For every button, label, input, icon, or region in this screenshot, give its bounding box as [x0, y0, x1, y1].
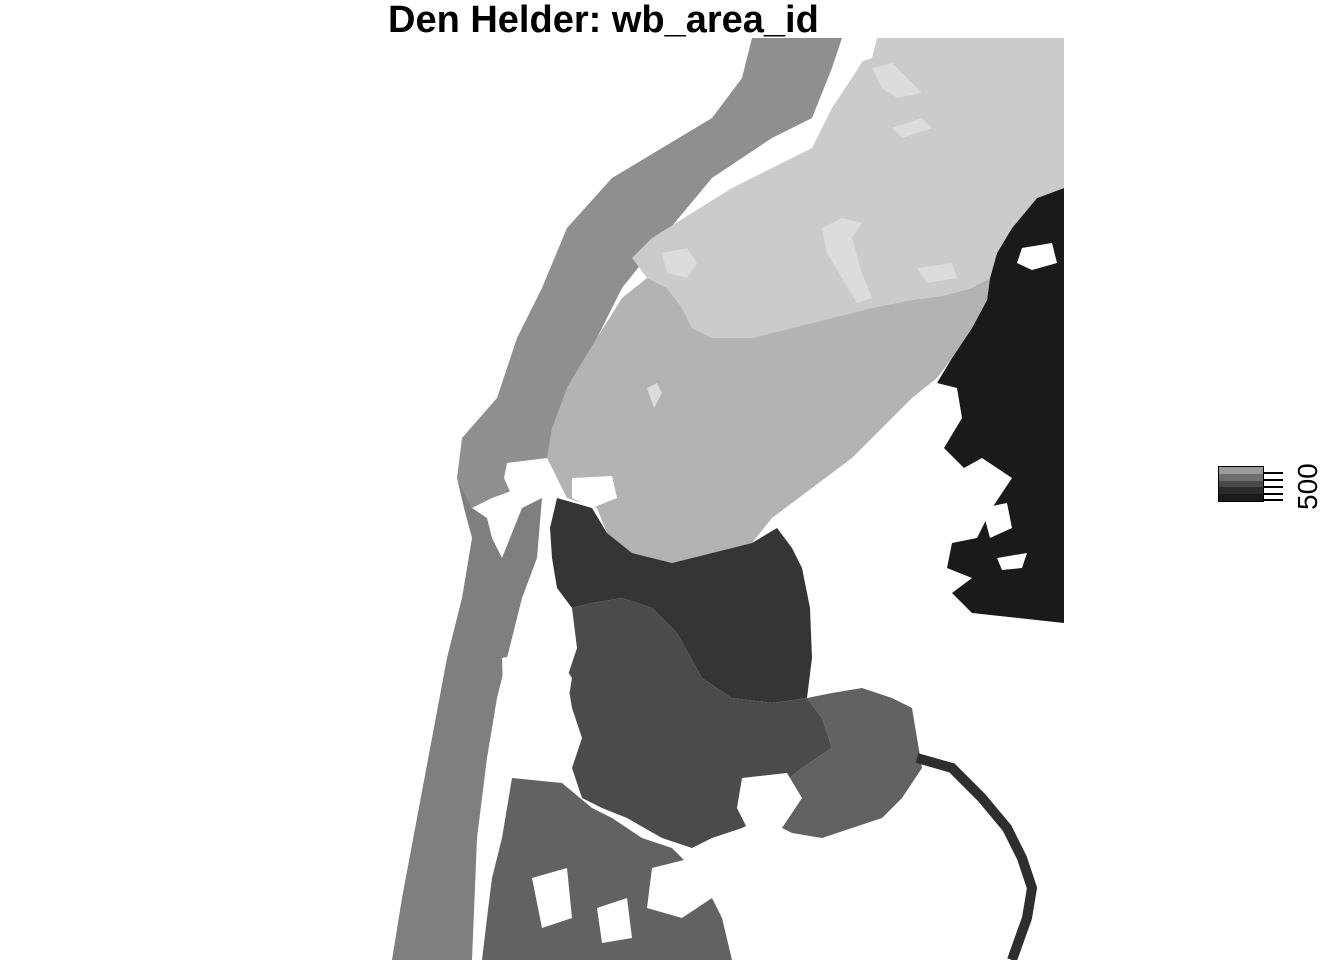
legend-swatch [1219, 487, 1263, 495]
north-sea-shore-band [457, 38, 842, 508]
waddenzee-area [937, 188, 1064, 623]
waddenzee-island-3 [997, 553, 1027, 570]
legend: 500 [1210, 460, 1330, 540]
land-gap-left-lower [502, 648, 572, 758]
legend-label: 500 [1292, 463, 1323, 510]
shore-white-break-2 [572, 476, 617, 508]
legend-tick [1263, 479, 1283, 481]
legend-swatch [1219, 494, 1263, 501]
legend-swatch [1219, 467, 1263, 474]
shore-white-break-1 [504, 458, 557, 496]
coastal-strip [392, 478, 542, 960]
map-title: Den Helder: wb_area_id [388, 0, 819, 41]
shore-white-break-3 [847, 38, 877, 63]
north-sea-outer-area [632, 38, 1064, 338]
highlight-streak-4 [917, 263, 957, 283]
legend-swatch [1219, 473, 1263, 481]
legend-color-bar [1218, 466, 1264, 502]
highlight-streak-5 [647, 383, 662, 408]
legend-tick [1263, 486, 1283, 488]
southwest-land-gap-3 [597, 898, 632, 943]
legend-swatch [1219, 480, 1263, 488]
highlight-streak-6 [892, 118, 932, 138]
legend-tick [1263, 493, 1283, 495]
highlight-streak-3 [662, 248, 697, 278]
marsdiep-channel-area [547, 278, 990, 563]
waddenzee-island-2 [982, 503, 1012, 538]
legend-tick [1263, 499, 1283, 501]
land-gap-inland [737, 773, 802, 838]
waddenzee-island-1 [1017, 243, 1057, 270]
legend-ticks [1263, 472, 1283, 501]
raster-map [392, 38, 1064, 960]
highlight-streak-1 [872, 63, 922, 98]
legend-tick [1263, 472, 1283, 474]
southwest-land-gap-2 [647, 858, 712, 918]
raster-map-canvas [392, 38, 1064, 960]
highlight-streak-2 [822, 218, 872, 303]
southwest-land-gap-1 [532, 868, 572, 928]
canal-line [915, 753, 1038, 960]
harbour-area [550, 498, 812, 703]
inland-water-2 [762, 688, 922, 838]
